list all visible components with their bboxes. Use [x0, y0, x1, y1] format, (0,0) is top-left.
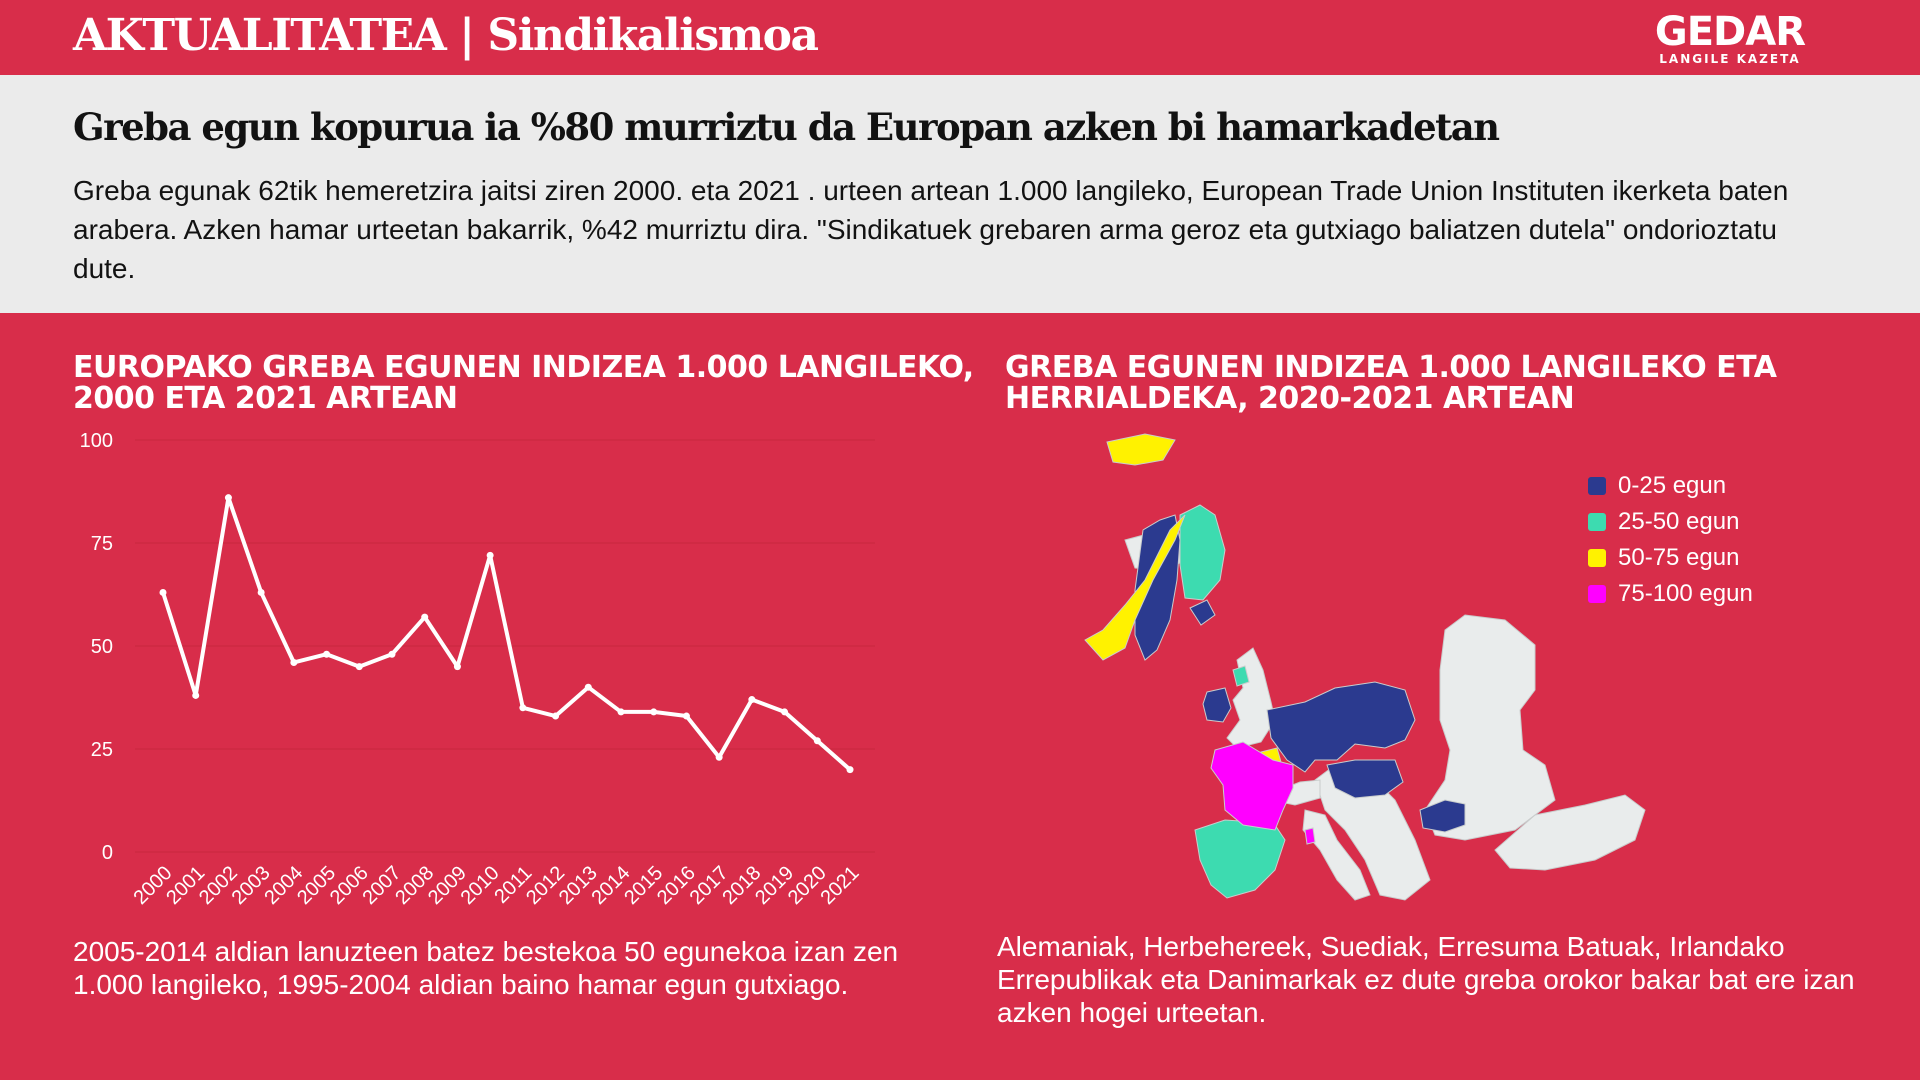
- data-point: [682, 712, 690, 720]
- x-tick-label: 2021: [817, 862, 864, 909]
- y-tick-label: 0: [102, 842, 113, 864]
- map-title-line-1: GREBA EGUNEN INDIZEA 1.000 LANGILEKO ETA: [1005, 350, 1777, 385]
- map-band-25-50: [1179, 504, 1286, 899]
- y-tick-label: 100: [80, 430, 113, 452]
- map-united-kingdom: [1226, 647, 1276, 749]
- data-point: [584, 683, 592, 691]
- legend-label-75-100: 75-100 egun: [1618, 580, 1753, 607]
- y-tick-label: 75: [91, 533, 113, 555]
- map-note: Alemaniak, Herbehereek, Suediak, Erresum…: [997, 931, 1855, 1028]
- gedar-logo[interactable]: GEDAR LANGILE KAZETA: [1654, 9, 1806, 66]
- map-denmark: [1232, 665, 1250, 687]
- series-line: [161, 495, 852, 772]
- map-title-line-2: HERRIALDEKA, 2020-2021 ARTEAN: [1005, 381, 1575, 416]
- legend-item-0-25: 0-25 egun: [1588, 468, 1753, 504]
- data-point: [388, 650, 396, 658]
- data-point: [224, 494, 232, 502]
- map-svalbard: [1106, 433, 1176, 466]
- line-chart-title: EUROPAKO GREBA EGUNEN INDIZEA 1.000 LANG…: [73, 352, 974, 414]
- legend-swatch-50-75: [1588, 549, 1606, 567]
- data-point: [290, 658, 298, 666]
- data-point: [159, 588, 167, 596]
- legend-swatch-0-25: [1588, 477, 1606, 495]
- map-legend: 0-25 egun 25-50 egun 50-75 egun 75-100 e…: [1588, 468, 1753, 612]
- map-ireland: [1202, 687, 1232, 723]
- legend-label-25-50: 25-50 egun: [1618, 508, 1740, 535]
- data-point: [715, 753, 723, 761]
- europe-map: [1084, 433, 1646, 901]
- headline: Greba egun kopurua ia %80 murriztu da Eu…: [73, 105, 1500, 149]
- legend-label-0-25: 0-25 egun: [1618, 472, 1727, 499]
- line-chart-title-line-1: EUROPAKO GREBA EGUNEN INDIZEA 1.000 LANG…: [73, 350, 974, 385]
- legend-swatch-75-100: [1588, 585, 1606, 603]
- data-point: [519, 704, 527, 712]
- section-label: AKTUALITATEA | Sindikalismoa: [73, 10, 819, 61]
- data-point: [552, 712, 560, 720]
- data-point: [650, 708, 658, 716]
- data-point: [323, 650, 331, 658]
- data-point: [486, 551, 494, 559]
- data-point: [355, 663, 363, 671]
- lead-band: Greba egun kopurua ia %80 murriztu da Eu…: [0, 75, 1920, 313]
- map-finland-south: [1189, 599, 1216, 626]
- map-band-75-100: [1210, 741, 1316, 845]
- map-bulgaria: [1419, 799, 1466, 833]
- y-tick-label: 50: [91, 636, 113, 658]
- line-chart-title-line-2: 2000 ETA 2021 ARTEAN: [73, 381, 458, 416]
- legend-item-75-100: 75-100 egun: [1588, 576, 1753, 612]
- map-hungary-croatia: [1326, 759, 1404, 799]
- map-finland: [1179, 504, 1226, 601]
- legend-label-50-75: 50-75 egun: [1618, 544, 1740, 571]
- data-point: [781, 708, 789, 716]
- y-tick-label: 25: [91, 739, 113, 761]
- logo-tagline: LANGILE KAZETA: [1659, 52, 1801, 66]
- data-point: [813, 737, 821, 745]
- top-bar: AKTUALITATEA | Sindikalismoa GEDAR LANGI…: [0, 0, 1920, 75]
- data-point: [453, 663, 461, 671]
- line-chart: 0255075100200020012002200320042005200620…: [80, 430, 875, 909]
- data-point: [617, 708, 625, 716]
- line-chart-note: 2005-2014 aldian lanuzteen batez besteko…: [73, 936, 899, 1000]
- map-spain: [1194, 819, 1286, 899]
- data-point: [192, 691, 200, 699]
- data-point: [846, 766, 854, 774]
- legend-item-25-50: 25-50 egun: [1588, 504, 1753, 540]
- map-title: GREBA EGUNEN INDIZEA 1.000 LANGILEKO ETA…: [1005, 350, 1777, 416]
- lead-body: Greba egunak 62tik hemeretzira jaitsi zi…: [73, 175, 1789, 284]
- map-band-0-25: [1134, 514, 1466, 833]
- legend-item-50-75: 50-75 egun: [1588, 540, 1753, 576]
- logo-name: GEDAR: [1654, 9, 1806, 55]
- data-point: [421, 613, 429, 621]
- map-norway: [1084, 514, 1186, 661]
- data-point: [257, 588, 265, 596]
- map-france: [1210, 741, 1294, 831]
- map-corsica: [1304, 827, 1316, 845]
- map-germany-poland: [1266, 681, 1416, 773]
- legend-swatch-25-50: [1588, 513, 1606, 531]
- map-turkey: [1494, 794, 1646, 871]
- data-point: [748, 696, 756, 704]
- map-band-50-75: [1084, 433, 1282, 767]
